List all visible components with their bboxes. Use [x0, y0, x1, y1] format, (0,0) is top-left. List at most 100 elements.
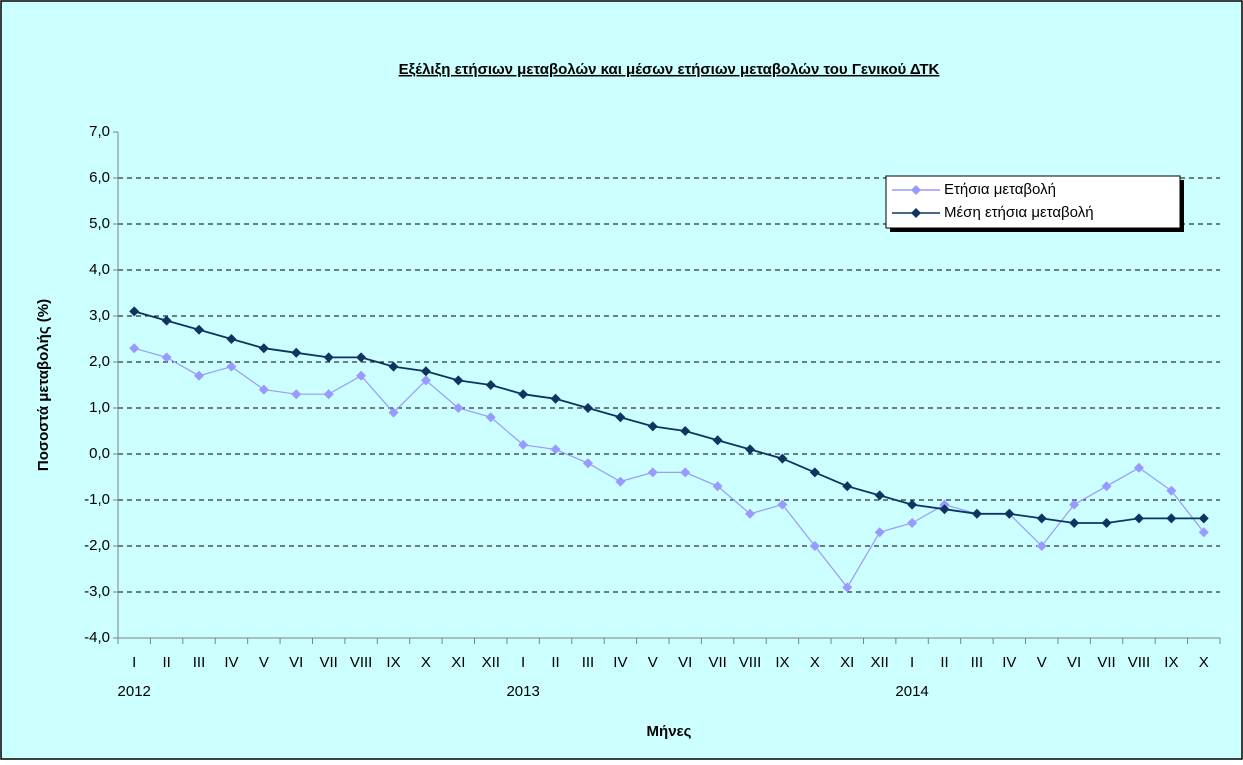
x-tick-label: III [582, 654, 595, 671]
marker [907, 499, 918, 510]
marker [129, 306, 140, 317]
marker [1198, 513, 1209, 524]
marker [874, 527, 885, 538]
marker [615, 412, 626, 423]
marker [1036, 513, 1047, 524]
marker [550, 393, 561, 404]
x-tick-label: IV [1002, 654, 1016, 671]
marker [712, 435, 723, 446]
y-tick-label: 7,0 [89, 123, 110, 140]
x-tick-label: IV [224, 654, 238, 671]
marker [388, 361, 399, 372]
y-tick-label: -2,0 [84, 537, 110, 554]
marker [1069, 518, 1080, 528]
marker [712, 481, 723, 492]
marker [356, 352, 367, 363]
year-label: 2012 [118, 683, 151, 700]
marker [680, 426, 691, 436]
year-label: 2014 [895, 683, 928, 700]
x-tick-label: IX [775, 654, 789, 671]
marker [1166, 485, 1177, 496]
marker [1133, 462, 1144, 473]
y-tick-label: 2,0 [89, 353, 110, 370]
marker [161, 315, 172, 326]
x-tick-label: I [910, 654, 914, 671]
y-tick-label: 4,0 [89, 261, 110, 278]
x-tick-label: X [1199, 654, 1209, 671]
marker [323, 389, 334, 400]
marker [1101, 518, 1112, 528]
marker [777, 499, 788, 510]
year-label: 2013 [506, 683, 539, 700]
x-tick-label: II [551, 654, 559, 671]
marker [323, 352, 334, 363]
x-tick-label: XII [482, 654, 500, 671]
marker [745, 508, 756, 519]
x-tick-label: III [193, 654, 206, 671]
marker [129, 343, 140, 354]
marker [291, 347, 302, 358]
x-tick-label: VII [1097, 654, 1115, 671]
x-tick-label: V [1037, 654, 1047, 671]
y-tick-label: 0,0 [89, 445, 110, 462]
x-tick-label: IV [613, 654, 627, 671]
marker [615, 476, 626, 487]
legend-marker [911, 185, 921, 195]
marker [777, 453, 788, 464]
marker [582, 403, 593, 413]
marker [842, 481, 853, 492]
x-tick-label: VII [320, 654, 338, 671]
marker [161, 352, 172, 363]
marker [420, 366, 431, 377]
x-tick-label: X [421, 654, 431, 671]
marker [226, 361, 237, 372]
y-tick-label: 3,0 [89, 307, 110, 324]
marker [388, 407, 399, 418]
x-tick-label: XI [451, 654, 465, 671]
x-tick-label: V [648, 654, 658, 671]
y-tick-label: -4,0 [84, 629, 110, 646]
x-tick-label: VI [289, 654, 303, 671]
marker [453, 375, 464, 386]
marker [518, 389, 529, 400]
x-tick-label: I [521, 654, 525, 671]
legend-marker [911, 208, 921, 218]
y-tick-label: -1,0 [84, 491, 110, 508]
marker [1101, 481, 1112, 492]
legend [885, 175, 1181, 229]
y-axis-label: Ποσοστά μεταβολής (%) [35, 299, 52, 471]
marker [420, 375, 431, 386]
marker [647, 467, 658, 478]
marker [518, 439, 529, 450]
marker [1198, 527, 1209, 538]
marker [971, 508, 982, 519]
x-tick-label: III [971, 654, 984, 671]
x-tick-label: VIII [739, 654, 762, 671]
marker [680, 467, 691, 478]
x-tick-label: XII [871, 654, 889, 671]
marker [226, 334, 237, 344]
series-line [134, 347, 1205, 589]
marker [842, 582, 853, 593]
x-tick-label: VIII [1128, 654, 1151, 671]
marker [453, 403, 464, 413]
marker [874, 490, 885, 501]
marker [258, 384, 269, 395]
marker [1133, 513, 1144, 524]
chart-title: Εξέλιξη ετήσιων μεταβολών και μέσων ετήσ… [399, 61, 940, 78]
marker [1166, 513, 1177, 524]
legend-label: Ετήσια μεταβολή [944, 181, 1056, 198]
marker [356, 370, 367, 381]
marker [194, 370, 205, 381]
marker [582, 458, 593, 469]
x-tick-label: VI [1067, 654, 1081, 671]
y-tick-label: -3,0 [84, 583, 110, 600]
x-tick-label: X [810, 654, 820, 671]
marker [1069, 499, 1080, 510]
y-tick-label: 6,0 [89, 169, 110, 186]
x-tick-label: VIII [350, 654, 373, 671]
marker [485, 412, 496, 423]
